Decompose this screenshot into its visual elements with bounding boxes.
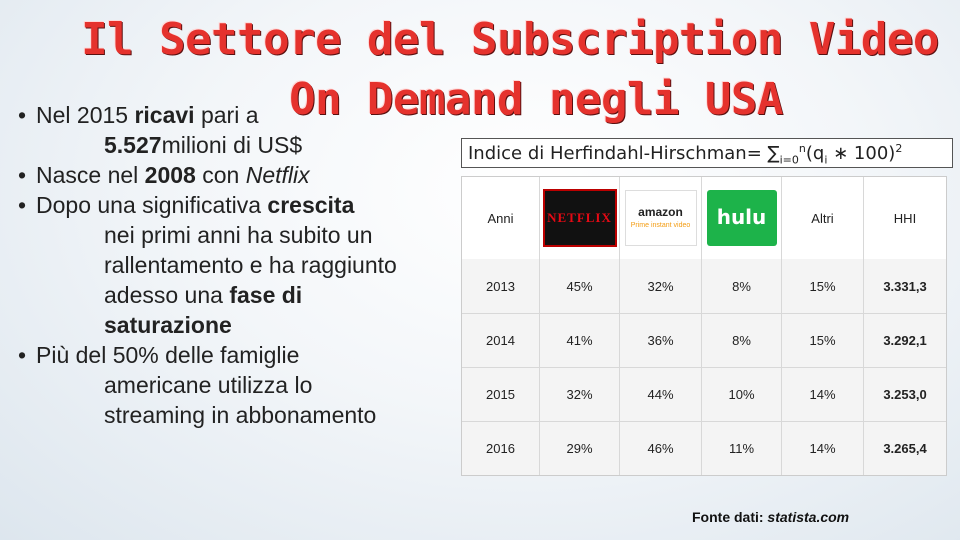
amazon-logo-subtext: Prime instant video <box>630 222 691 229</box>
cell-amazon: 36% <box>620 313 702 367</box>
formula-sup: n <box>798 142 806 155</box>
cell-hulu: 11% <box>702 421 782 475</box>
bullet-item: • Nel 2015 ricavi pari a <box>18 100 458 130</box>
cell-anno: 2014 <box>462 313 540 367</box>
data-source: Fonte dati: statista.com <box>692 509 849 525</box>
cell-amazon: 44% <box>620 367 702 421</box>
bullet-text-bold: 5.527 <box>104 132 162 158</box>
cell-anno: 2016 <box>462 421 540 475</box>
bullet-text: Più del 50% delle famiglie <box>36 342 300 368</box>
cell-netflix: 41% <box>540 313 620 367</box>
cell-anno: 2013 <box>462 259 540 313</box>
bullet-text: Dopo una significativa <box>36 192 268 218</box>
bullet-list: • Nel 2015 ricavi pari a 5.527milioni di… <box>18 100 458 430</box>
bullet-item: • Nasce nel 2008 con Netflix <box>18 160 458 190</box>
bullet-item: • Dopo una significativa crescita <box>18 190 458 220</box>
cell-amazon: 32% <box>620 259 702 313</box>
bullet-text: Nel 2015 <box>36 102 135 128</box>
table-header-row: Anni NETFLIX amazon Prime instant video … <box>462 177 946 259</box>
table-row: 2016 29% 46% 11% 14% 3.265,4 <box>462 421 946 475</box>
bullet-continuation: rallentamento e ha raggiunto <box>104 252 397 278</box>
bullet-continuation: saturazione <box>18 310 458 340</box>
bullet-text-bold: saturazione <box>104 312 232 338</box>
bullet-text-italic: Netflix <box>245 162 310 188</box>
cell-netflix: 45% <box>540 259 620 313</box>
header-anni: Anni <box>462 177 540 259</box>
bullet-text: pari a <box>194 102 259 128</box>
cell-altri: 15% <box>782 259 864 313</box>
cell-hhi: 3.253,0 <box>864 367 946 421</box>
cell-hulu: 8% <box>702 259 782 313</box>
bullet-text: con <box>195 162 246 188</box>
formula-text: Indice di Herfindahl-Hirschman= ∑ <box>468 143 780 164</box>
source-value: statista.com <box>763 509 850 525</box>
hulu-logo-icon: hulu <box>706 190 777 246</box>
bullet-dot-icon: • <box>18 102 27 128</box>
bullet-dot-icon: • <box>18 342 27 368</box>
bullet-dot-icon: • <box>18 162 27 188</box>
bullet-dot-icon: • <box>18 192 27 218</box>
bullet-continuation: adesso una fase di <box>18 280 458 310</box>
cell-altri: 14% <box>782 367 864 421</box>
cell-altri: 14% <box>782 421 864 475</box>
cell-netflix: 32% <box>540 367 620 421</box>
bullet-text-bold: ricavi <box>134 102 195 128</box>
bullet-item: • Più del 50% delle famiglie <box>18 340 458 370</box>
bullet-continuation: 5.527milioni di US$ <box>18 130 458 160</box>
source-label: Fonte dati: <box>692 509 764 525</box>
bullet-text-bold: fase di <box>229 282 303 308</box>
cell-hhi: 3.292,1 <box>864 313 946 367</box>
header-netflix: NETFLIX <box>540 177 620 259</box>
table-row: 2013 45% 32% 8% 15% 3.331,3 <box>462 259 946 313</box>
market-share-table: Anni NETFLIX amazon Prime instant video … <box>461 176 947 476</box>
bullet-text: Nasce nel <box>36 162 145 188</box>
formula-text: ∗ 100) <box>827 143 896 164</box>
cell-netflix: 29% <box>540 421 620 475</box>
header-hhi: HHI <box>893 210 917 226</box>
formula-text: (q <box>805 143 825 164</box>
bullet-text-bold: crescita <box>267 192 355 218</box>
header-amazon: amazon Prime instant video <box>620 177 702 259</box>
bullet-continuation: nei primi anni ha subito un <box>104 222 373 248</box>
amazon-logo-icon: amazon Prime instant video <box>624 190 697 246</box>
table-row: 2014 41% 36% 8% 15% 3.292,1 <box>462 313 946 367</box>
cell-hulu: 8% <box>702 313 782 367</box>
bullet-text-bold: 2008 <box>144 162 196 188</box>
amazon-logo-text: amazon <box>638 205 683 219</box>
bullet-text: milioni di US$ <box>161 132 303 158</box>
bullet-text: adesso una <box>104 282 230 308</box>
netflix-logo-icon: NETFLIX <box>542 189 617 247</box>
cell-amazon: 46% <box>620 421 702 475</box>
cell-anno: 2015 <box>462 367 540 421</box>
slide-title-line1: Il Settore del Subscription Video <box>81 14 939 65</box>
hhi-formula: Indice di Herfindahl-Hirschman= ∑i=0n(qi… <box>461 138 953 168</box>
header-hulu: hulu <box>702 177 782 259</box>
slide-title-line2: On Demand negli USA <box>289 74 783 125</box>
bullet-continuation: americane utilizza lo <box>104 372 313 398</box>
cell-altri: 15% <box>782 313 864 367</box>
bullet-continuation: streaming in abbonamento <box>104 402 377 428</box>
cell-hhi: 3.265,4 <box>864 421 946 475</box>
cell-hhi: 3.331,3 <box>883 278 927 294</box>
formula-sub: i <box>824 153 828 167</box>
header-altri: Altri <box>782 177 864 259</box>
formula-sub: i=0 <box>779 153 799 167</box>
table-row: 2015 32% 44% 10% 14% 3.253,0 <box>462 367 946 421</box>
cell-hulu: 10% <box>702 367 782 421</box>
formula-sup: 2 <box>895 142 903 155</box>
